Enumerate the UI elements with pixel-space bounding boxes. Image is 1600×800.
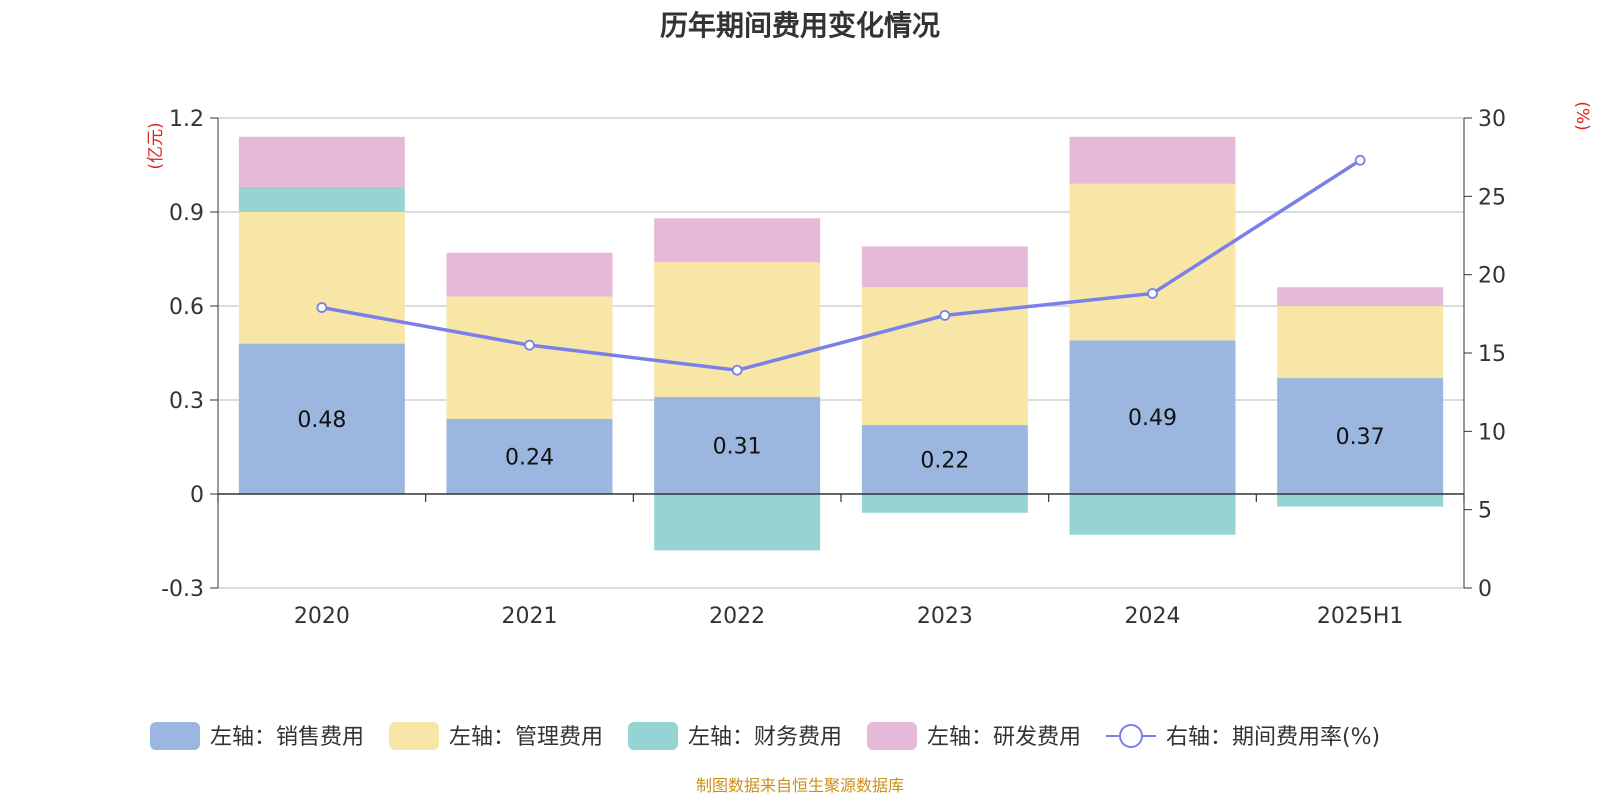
bar-segment [238,186,405,212]
left-axis-tick-label: 0.6 [169,295,204,320]
bar-value-label: 0.49 [1128,406,1177,431]
bar-segment [446,252,613,297]
bar-segment [1069,340,1236,494]
data-source-note: 制图数据来自恒生聚源数据库 [695,776,904,795]
bar-value-label: 0.31 [713,434,762,459]
legend-item[interactable]: 左轴：研发费用 [867,722,1081,750]
bar-value-label: 0.24 [505,445,554,470]
right-axis-tick-label: 20 [1478,264,1506,289]
bar-segment [1277,378,1444,494]
axes: -0.3 0 0.3 0.6 0.9 1.2 0 5 10 15 20 25 30 (亿元) (%) 2020… [146,101,1592,629]
right-axis-tick-label: 0 [1478,577,1492,602]
bar-segment [1069,136,1236,184]
rate-line-point [1147,288,1158,299]
legend-label: 右轴：期间费用率(%) [1166,725,1380,750]
bar-segment [446,296,613,419]
left-axis-tick-label: 0.9 [169,201,204,226]
legend-label: 左轴：财务费用 [688,725,842,750]
bar-value-label: 0.22 [920,449,969,474]
rate-line-point [316,302,328,313]
right-axis-tick-label: 10 [1478,420,1506,445]
legend-item[interactable]: 左轴：销售费用 [150,722,364,750]
rate-line-point [731,364,743,376]
bar-value-label: 0.48 [297,408,346,433]
bar-segment [861,246,1028,288]
bar-segment [654,262,821,397]
right-axis-unit: (%) [1572,101,1592,130]
chart-title: 历年期间费用变化情况 [659,9,940,42]
bar-segment [1069,183,1236,341]
left-axis-tick-label: 1.2 [169,107,204,132]
right-axis-tick-label: 30 [1478,107,1506,132]
x-axis-tick-label: 2023 [917,604,973,629]
bar-segment [1277,287,1444,306]
x-axis-tick-label: 2022 [709,604,765,629]
bar-segment [654,396,821,494]
left-axis-tick-label: 0.3 [169,389,204,414]
rate-line-point [939,309,951,321]
bar-segment [1277,494,1444,507]
bar-segment [1277,306,1444,379]
legend-item[interactable]: 左轴：管理费用 [389,722,603,750]
right-axis-tick-label: 5 [1478,499,1492,524]
bar-segment [446,418,613,494]
rate-line-path [321,158,1362,373]
left-axis-unit: (亿元) [146,122,166,169]
legend-swatch [150,722,200,750]
rate-line [316,154,1366,376]
bar-segment [861,425,1028,494]
bar-segment [238,212,405,344]
x-axis-tick-label: 2024 [1125,604,1181,629]
x-axis-tick-label: 2025H1 [1317,604,1404,629]
bar-segment [238,343,405,494]
bar-segment [861,494,1028,513]
bar-segment [1069,494,1236,535]
bar-value-label: 0.37 [1336,425,1385,450]
right-axis-tick-label: 15 [1478,342,1506,367]
gridlines [218,117,1464,589]
bar-segment [654,218,821,263]
legend-swatch [867,722,917,750]
bars [238,136,1444,551]
legend-label: 左轴：研发费用 [927,725,1081,750]
legend-item[interactable]: 左轴：财务费用 [628,722,842,750]
x-axis-tick-label: 2020 [294,604,350,629]
left-axis-tick-label: 0 [190,483,204,508]
rate-line-point [1354,154,1366,166]
rate-line-point [524,339,535,351]
bar-segment [654,494,821,551]
legend-circle-icon [1119,724,1143,748]
data-labels: 0.48 0.24 0.31 0.22 0.49 0.37 [297,406,1384,473]
bar-segment [238,136,405,187]
legend[interactable]: 左轴：销售费用 左轴：管理费用 左轴：财务费用 左轴：研发费用 右轴：期间费用率(%) [150,722,1380,750]
right-axis-tick-label: 25 [1478,185,1506,210]
legend-label: 左轴：销售费用 [210,725,364,750]
x-axis-tick-label: 2021 [502,604,558,629]
legend-swatch [389,722,439,750]
legend-item[interactable]: 右轴：期间费用率(%) [1106,724,1380,750]
legend-swatch [628,722,678,750]
legend-label: 左轴：管理费用 [449,725,603,750]
left-axis-tick-label: -0.3 [161,577,204,602]
